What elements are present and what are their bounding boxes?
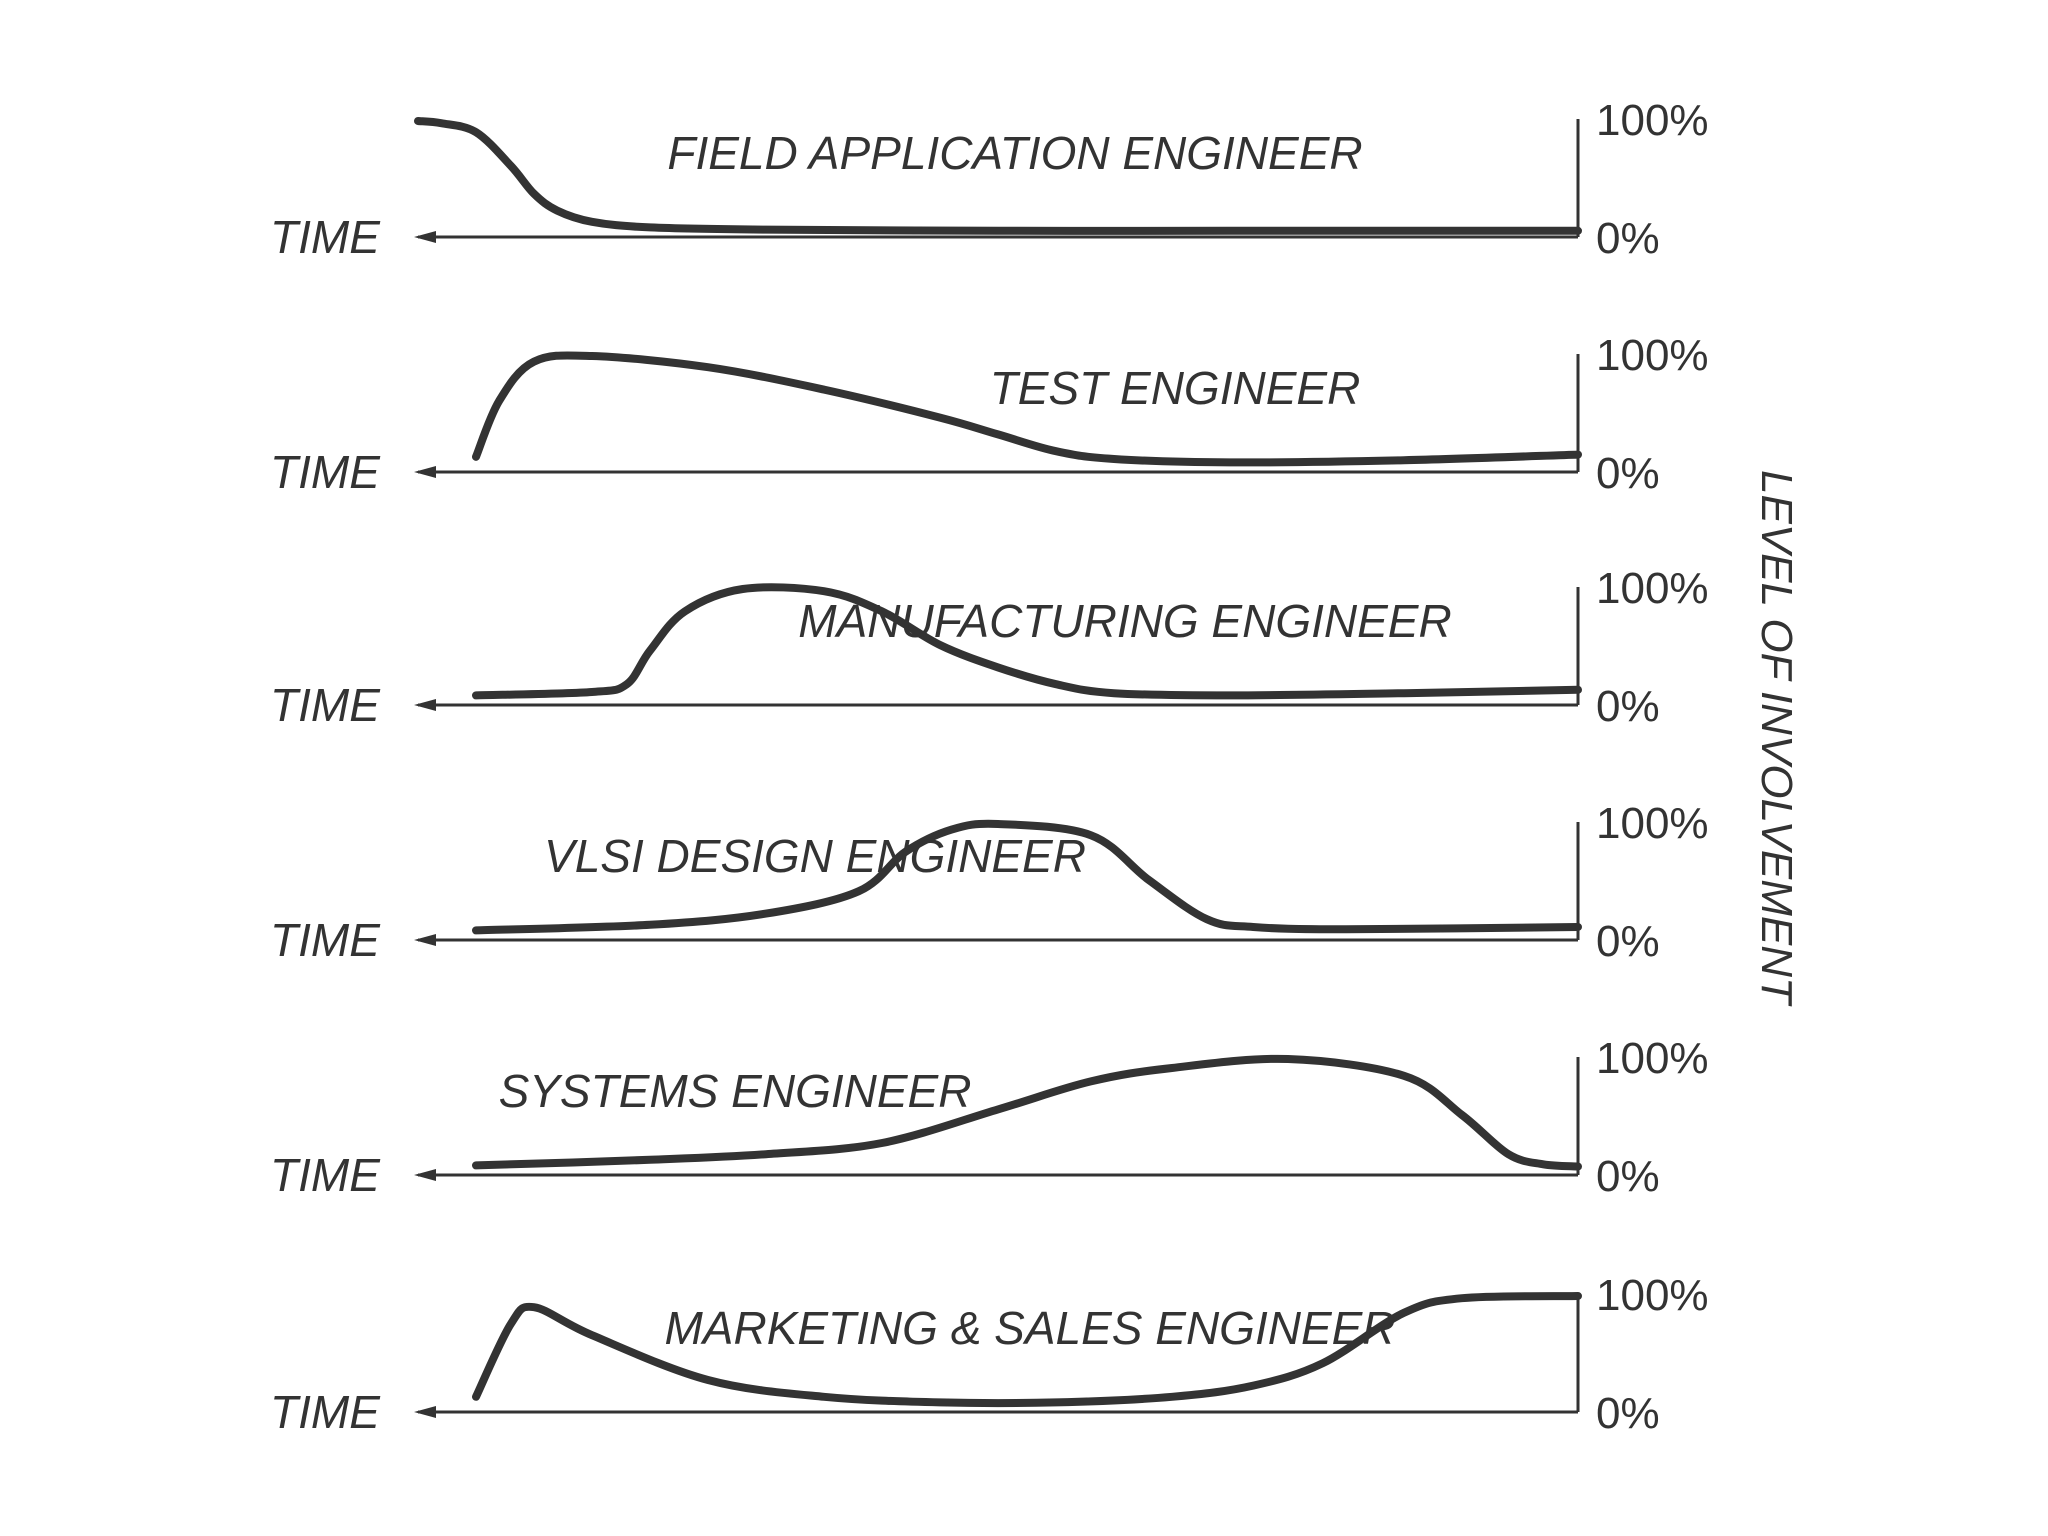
panel-title: VLSI DESIGN ENGINEER xyxy=(544,830,1086,882)
time-arrow-icon xyxy=(414,466,436,478)
series-line xyxy=(472,351,1582,467)
tick-label-0: 0% xyxy=(1596,917,1660,966)
time-arrow-icon xyxy=(414,699,436,711)
panel-title: SYSTEMS ENGINEER xyxy=(499,1065,972,1117)
panel-1: 100% 0% TIME FIELD APPLICATION ENGINEER xyxy=(270,96,1709,263)
x-axis-label: TIME xyxy=(270,211,381,263)
series-line xyxy=(472,583,1582,700)
time-arrow-icon xyxy=(414,231,436,243)
tick-label-100: 100% xyxy=(1596,799,1709,848)
x-axis-label: TIME xyxy=(270,914,381,966)
tick-label-100: 100% xyxy=(1596,96,1709,145)
panel-3: 100% 0% TIME MANUFACTURING ENGINEER xyxy=(270,564,1709,731)
x-axis-label: TIME xyxy=(270,446,381,498)
series-line xyxy=(414,117,1582,235)
x-axis-label: TIME xyxy=(270,1149,381,1201)
tick-label-100: 100% xyxy=(1596,1034,1709,1083)
tick-label-100: 100% xyxy=(1596,331,1709,380)
series-line xyxy=(472,819,1582,935)
panel-6: 100% 0% TIME MARKETING & SALES ENGINEER xyxy=(270,1271,1709,1438)
tick-label-0: 0% xyxy=(1596,1389,1660,1438)
time-arrow-icon xyxy=(414,1406,436,1418)
panel-2: 100% 0% TIME TEST ENGINEER xyxy=(270,331,1709,498)
tick-label-0: 0% xyxy=(1596,1152,1660,1201)
x-axis-label: TIME xyxy=(270,1386,381,1438)
x-axis-label: TIME xyxy=(270,679,381,731)
tick-label-100: 100% xyxy=(1596,1271,1709,1320)
tick-label-0: 0% xyxy=(1596,214,1660,263)
panel-4: 100% 0% TIME VLSI DESIGN ENGINEER xyxy=(270,799,1709,966)
panel-title: FIELD APPLICATION ENGINEER xyxy=(667,127,1362,179)
y-axis-label: LEVEL OF INVOLVEMENT xyxy=(1752,470,1801,1007)
series-line xyxy=(472,1292,1582,1408)
panel-title: MARKETING & SALES ENGINEER xyxy=(664,1302,1395,1354)
time-arrow-icon xyxy=(414,1169,436,1181)
tick-label-0: 0% xyxy=(1596,682,1660,731)
time-arrow-icon xyxy=(414,934,436,946)
series-line xyxy=(472,1054,1582,1171)
panel-title: MANUFACTURING ENGINEER xyxy=(798,595,1451,647)
panel-5: 100% 0% TIME SYSTEMS ENGINEER xyxy=(270,1034,1709,1201)
tick-label-100: 100% xyxy=(1596,564,1709,613)
tick-label-0: 0% xyxy=(1596,449,1660,498)
panel-title: TEST ENGINEER xyxy=(990,362,1361,414)
